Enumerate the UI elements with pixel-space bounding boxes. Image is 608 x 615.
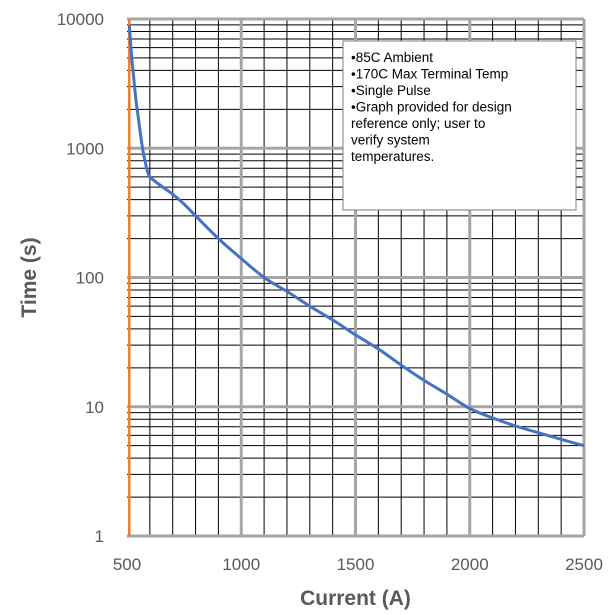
annotation-line: •85C Ambient <box>351 50 433 65</box>
annotation-line: temperatures. <box>351 149 434 164</box>
y-tick-label: 1 <box>95 527 104 546</box>
annotation-line: reference only; user to <box>351 116 485 131</box>
y-tick-label: 10000 <box>57 10 104 29</box>
x-tick-label: 1000 <box>222 555 260 574</box>
annotation-frame <box>342 40 577 211</box>
y-tick-label: 100 <box>76 269 104 288</box>
x-tick-label: 2500 <box>565 555 603 574</box>
x-axis-title: Current (A) <box>300 587 411 610</box>
annotation-line: •Graph provided for design <box>351 100 512 115</box>
tick-labels: 500 1000 1500 2000 2500 1 10 100 1000 10000 <box>57 10 603 574</box>
series-line <box>127 24 585 448</box>
y-tick-label: 10 <box>85 398 104 417</box>
y-tick-label: 1000 <box>66 139 104 158</box>
y-axis-title: Time (s) <box>18 237 41 317</box>
x-tick-label: 500 <box>113 555 141 574</box>
x-tick-label: 2000 <box>451 555 489 574</box>
annotation-line: •Single Pulse <box>351 83 431 98</box>
annotation-line: verify system <box>351 133 430 148</box>
annotation-box: •85C Ambient •170C Max Terminal Temp•Sing… <box>342 40 577 211</box>
x-tick-label: 1500 <box>337 555 375 574</box>
annotation-line: •170C Max Terminal Temp <box>351 67 508 82</box>
series-layer <box>127 24 585 448</box>
